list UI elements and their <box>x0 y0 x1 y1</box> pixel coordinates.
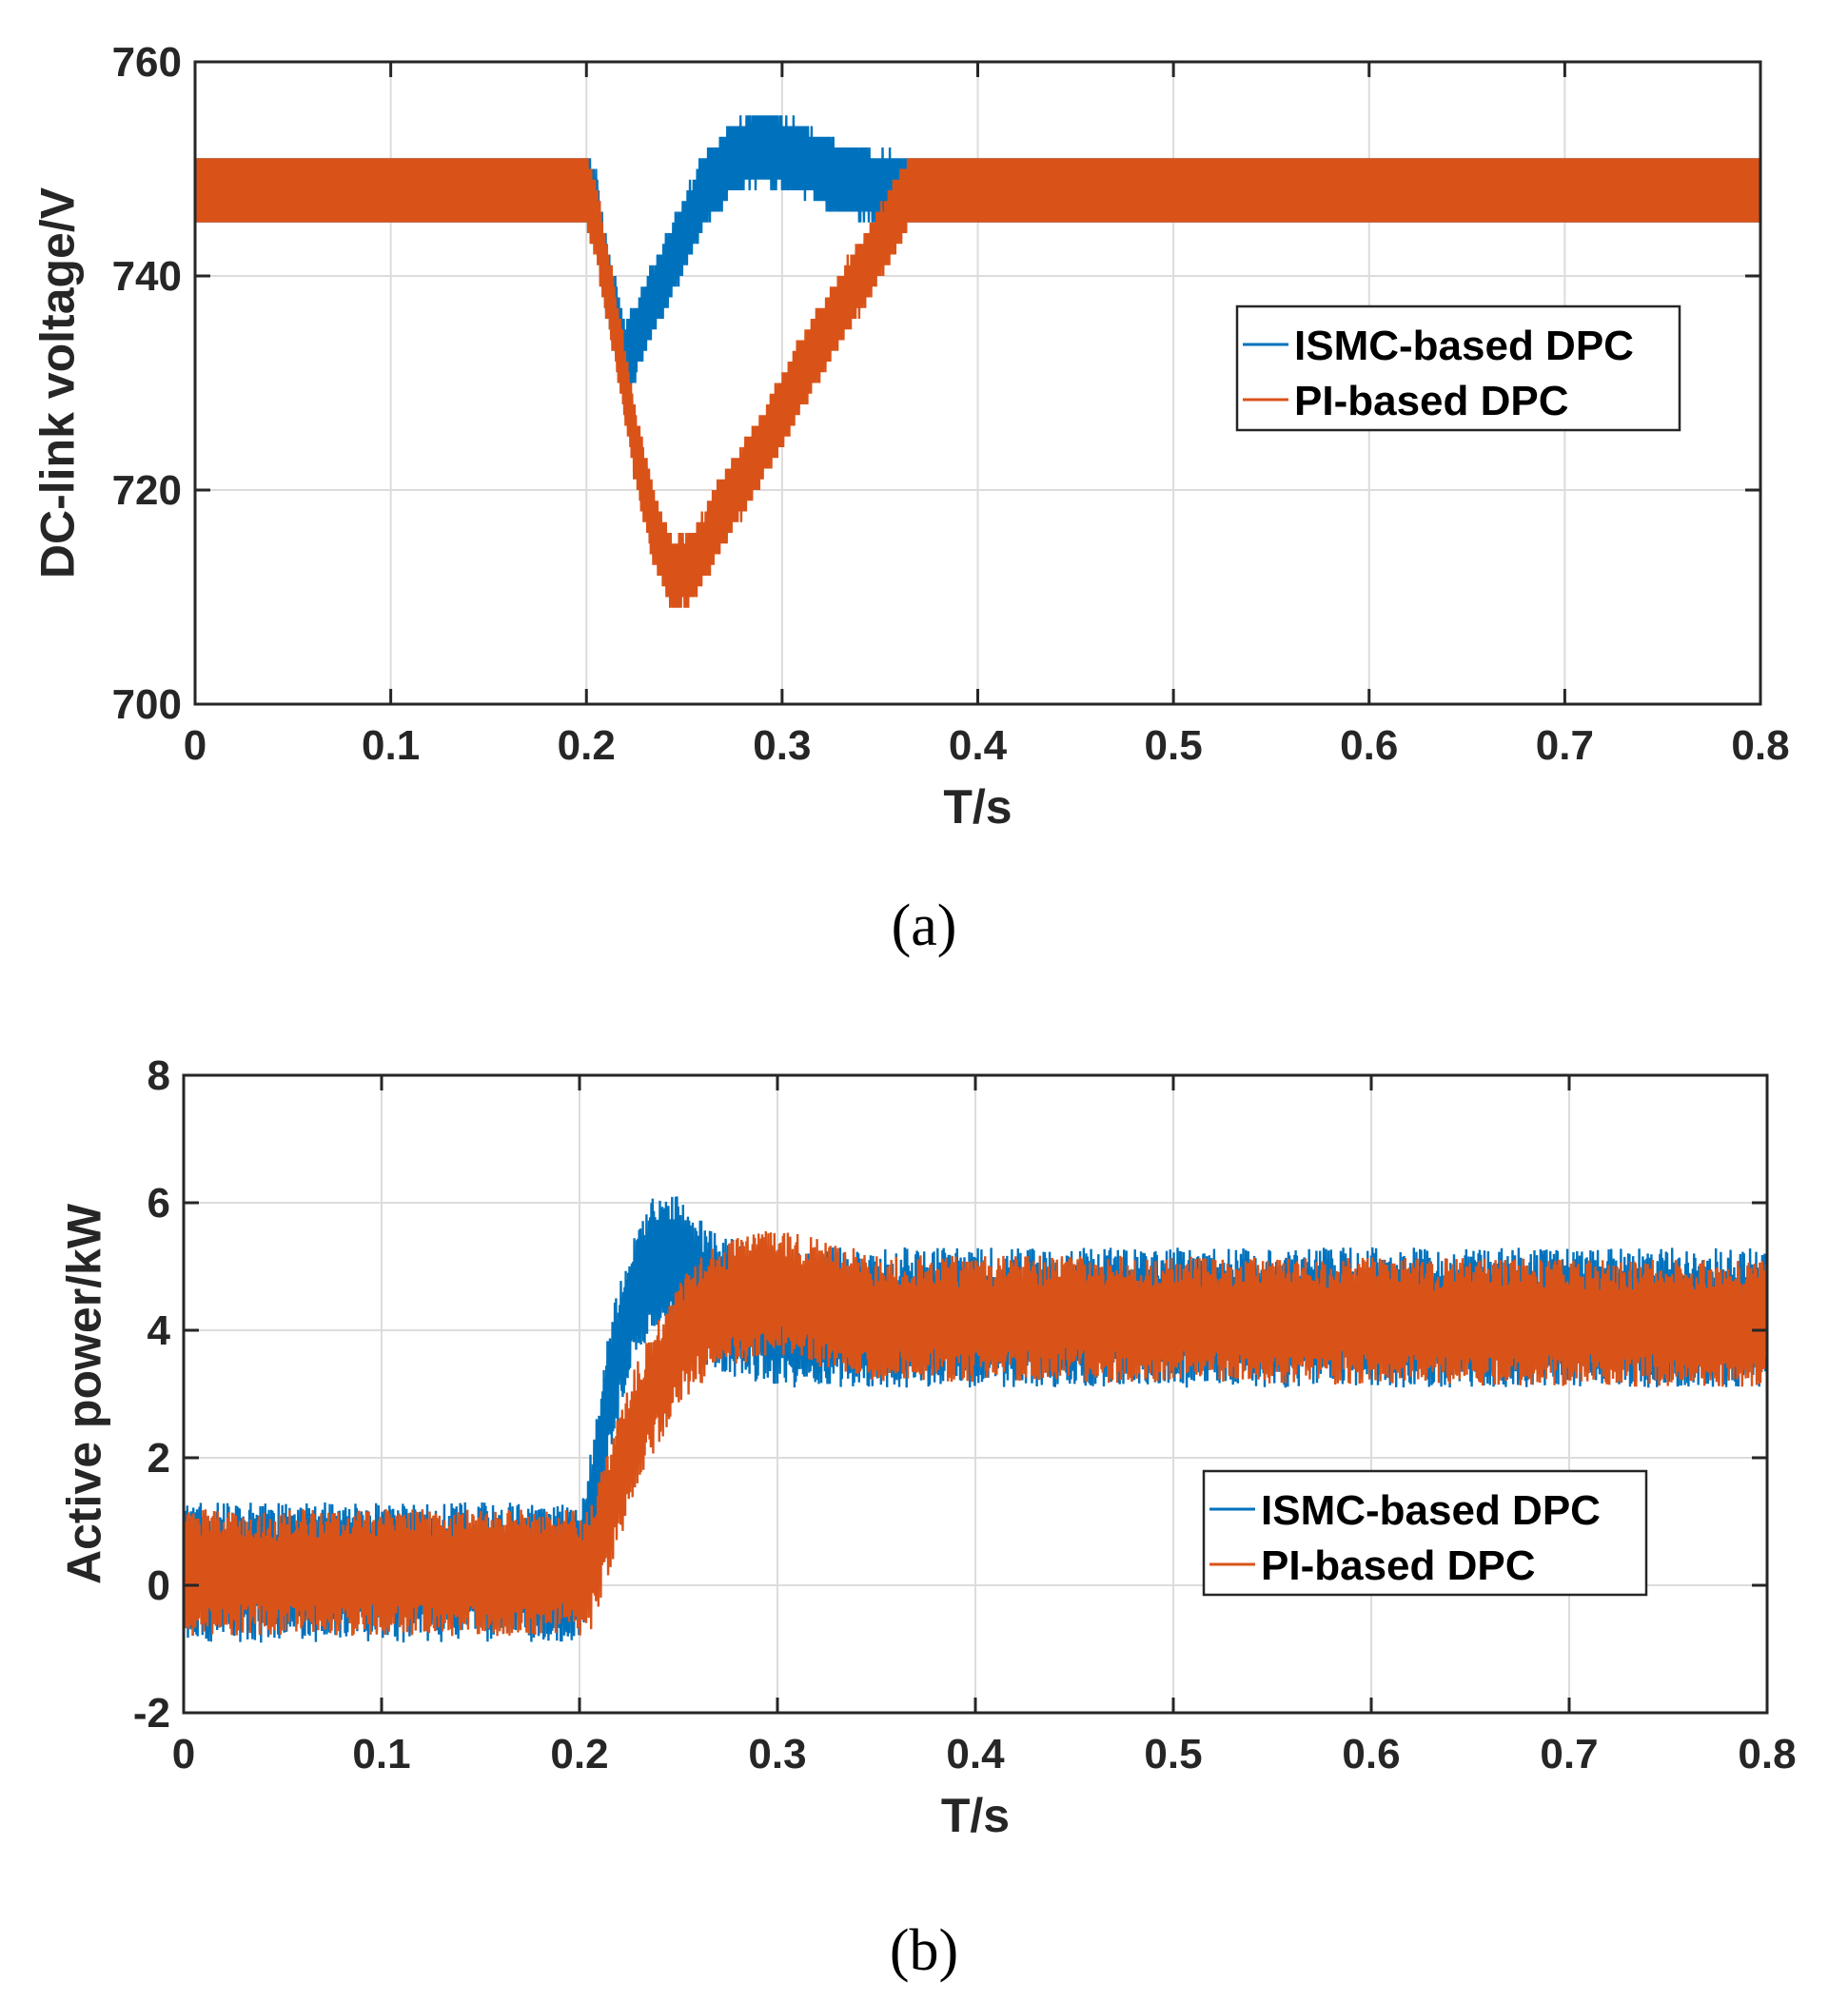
y-tick-label: 740 <box>112 253 182 300</box>
legend-label-pi-a: PI-based DPC <box>1294 378 1569 424</box>
y-tick-label: 2 <box>147 1435 170 1482</box>
x-tick-label: 0.3 <box>753 722 811 769</box>
legend-label-ismc-a: ISMC-based DPC <box>1294 323 1634 369</box>
legend-label-pi-b: PI-based DPC <box>1261 1542 1536 1589</box>
series-layer-b <box>184 1196 1767 1643</box>
x-tick-label: 0.5 <box>1145 722 1203 769</box>
legend-b: ISMC-based DPC PI-based DPC <box>1202 1469 1648 1597</box>
y-axis-label-a: DC-link voltage/V <box>31 187 85 579</box>
panel-label-a: (a) <box>892 893 957 958</box>
x-tick-label: 0 <box>184 722 206 769</box>
x-tick-label: 0.1 <box>352 1731 410 1777</box>
chart-panel-a: 0 0.1 0.2 0.3 0.4 0.5 0.6 0.7 0.8 700 720 740 760 T/… <box>31 39 1790 958</box>
y-tick-label: 8 <box>147 1052 170 1099</box>
x-tick-label: 0.7 <box>1540 1731 1598 1777</box>
x-axis-label-a: T/s <box>943 780 1012 834</box>
y-tick-label: 0 <box>147 1562 170 1609</box>
series-line-pi <box>195 158 1760 608</box>
ticks-a: 0 0.1 0.2 0.3 0.4 0.5 0.6 0.7 0.8 700 720 740 760 <box>112 39 1790 769</box>
legend-a: ISMC-based DPC PI-based DPC <box>1235 304 1681 432</box>
x-tick-label: 0.4 <box>949 722 1008 769</box>
y-axis-label-b: Active power/kW <box>58 1203 111 1584</box>
x-axis-label-b: T/s <box>941 1789 1010 1842</box>
y-tick-label: 760 <box>112 39 182 86</box>
x-tick-label: 0 <box>172 1731 195 1777</box>
y-tick-label: -2 <box>133 1690 170 1737</box>
y-tick-label: 700 <box>112 681 182 728</box>
panel-label-b: (b) <box>890 1918 958 1983</box>
x-tick-label: 0.8 <box>1731 722 1789 769</box>
x-tick-label: 0.2 <box>550 1731 608 1777</box>
x-tick-label: 0.1 <box>362 722 420 769</box>
y-tick-label: 4 <box>147 1307 171 1354</box>
x-tick-label: 0.6 <box>1342 1731 1400 1777</box>
legend-box-b <box>1202 1469 1648 1597</box>
y-tick-label: 720 <box>112 467 182 514</box>
x-tick-label: 0.8 <box>1738 1731 1796 1777</box>
series-line-pi <box>184 1230 1767 1637</box>
x-tick-label: 0.2 <box>558 722 616 769</box>
x-tick-label: 0.4 <box>946 1731 1005 1777</box>
legend-box-a <box>1235 304 1681 432</box>
series-layer-a <box>195 115 1760 608</box>
x-tick-label: 0.3 <box>748 1731 806 1777</box>
x-tick-label: 0.5 <box>1144 1731 1202 1777</box>
y-tick-label: 6 <box>147 1180 170 1227</box>
legend-label-ismc-b: ISMC-based DPC <box>1261 1487 1601 1534</box>
x-tick-label: 0.7 <box>1536 722 1594 769</box>
x-tick-label: 0.6 <box>1340 722 1398 769</box>
